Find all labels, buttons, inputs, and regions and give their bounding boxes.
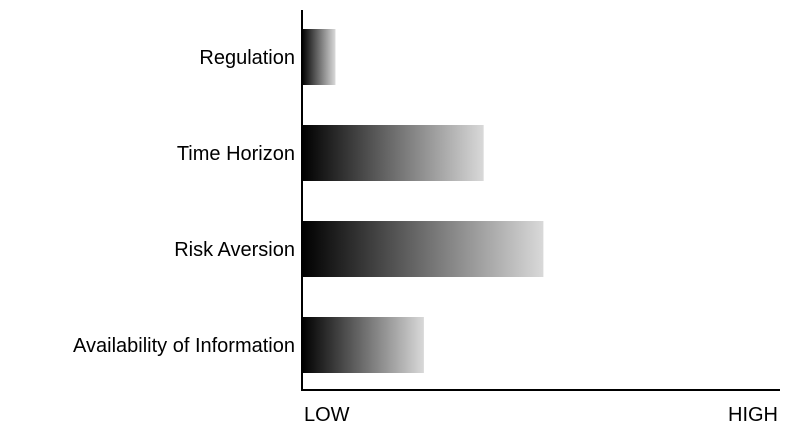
category-label-risk-aversion: Risk Aversion bbox=[174, 239, 295, 261]
bar-availability-of-information bbox=[302, 317, 424, 373]
category-label-regulation: Regulation bbox=[199, 47, 295, 69]
category-labels-layer: Regulation Time Horizon Risk Aversion Avail… bbox=[73, 47, 295, 357]
category-label-time-horizon: Time Horizon bbox=[177, 143, 295, 165]
category-label-availability-of-information: Availability of Information bbox=[73, 335, 295, 357]
bar-risk-aversion bbox=[302, 221, 544, 277]
bar-regulation bbox=[302, 29, 336, 85]
x-tick-label-high: HIGH bbox=[728, 404, 778, 424]
bar-time-horizon bbox=[302, 125, 484, 181]
x-tick-label-low: LOW bbox=[304, 404, 350, 424]
bars-layer bbox=[302, 29, 544, 373]
